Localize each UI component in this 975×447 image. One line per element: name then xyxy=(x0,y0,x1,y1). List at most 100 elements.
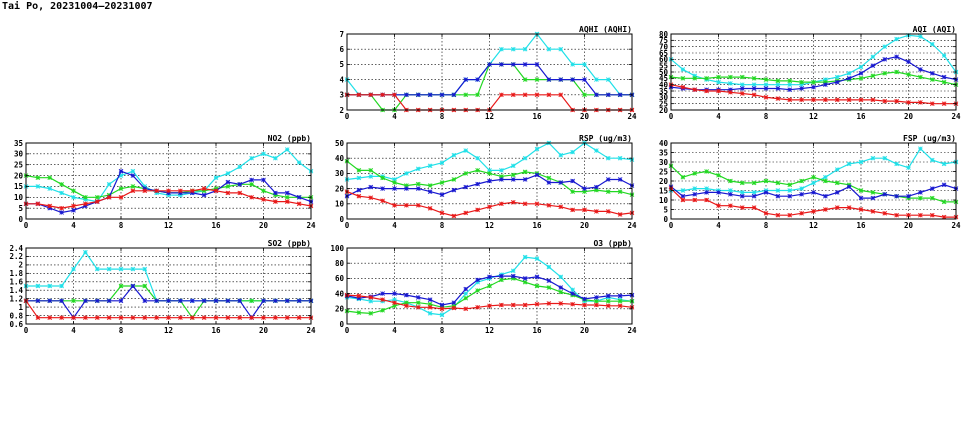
data-point xyxy=(680,84,686,90)
data-point xyxy=(510,273,516,279)
data-point xyxy=(823,207,828,212)
x-tick-label: 24 xyxy=(951,221,961,230)
data-point xyxy=(463,286,469,292)
data-point xyxy=(546,92,552,98)
data-point xyxy=(692,76,698,81)
data-point xyxy=(558,92,564,98)
data-point xyxy=(594,295,599,300)
data-point xyxy=(941,199,947,205)
data-point xyxy=(929,186,935,191)
data-point xyxy=(166,188,171,194)
data-point xyxy=(546,203,552,208)
data-point xyxy=(617,298,623,304)
data-point xyxy=(296,160,302,165)
data-point xyxy=(882,155,888,161)
data-point xyxy=(392,180,397,185)
data-point xyxy=(534,172,540,178)
y-tick-label: 10 xyxy=(14,193,24,202)
data-point xyxy=(415,300,421,306)
data-point xyxy=(763,178,769,184)
data-point xyxy=(858,195,864,201)
data-point xyxy=(83,194,88,200)
grid xyxy=(347,34,632,110)
data-point xyxy=(739,86,745,91)
data-point xyxy=(522,77,528,82)
data-point xyxy=(739,190,745,195)
data-point xyxy=(213,175,219,181)
data-point xyxy=(739,82,745,87)
data-point xyxy=(499,177,504,182)
data-point xyxy=(249,315,254,320)
data-point xyxy=(751,86,757,91)
y-tick-label: 20 xyxy=(335,184,345,193)
data-point xyxy=(823,174,828,180)
data-point xyxy=(499,302,504,308)
data-point xyxy=(463,92,469,98)
data-point xyxy=(728,188,733,193)
data-point xyxy=(380,175,385,181)
series-red xyxy=(344,189,635,219)
data-point xyxy=(356,168,362,173)
data-point xyxy=(834,190,840,195)
chart-svg: AQHI (AQHI) 0 4 8 12 16 20 24 2 3 4 5 6 7 xyxy=(339,25,637,121)
data-point xyxy=(775,212,781,218)
data-point xyxy=(237,298,243,304)
series-blue xyxy=(344,172,635,199)
data-point xyxy=(142,188,148,194)
y-tick-label: 0.6 xyxy=(9,320,23,329)
data-point xyxy=(834,97,840,103)
data-point xyxy=(130,283,136,289)
data-point xyxy=(775,86,781,91)
data-point xyxy=(71,207,76,213)
data-point xyxy=(142,184,148,189)
data-point xyxy=(906,193,911,199)
data-point xyxy=(704,190,709,195)
data-point xyxy=(249,177,254,183)
data-point xyxy=(558,46,564,52)
data-point xyxy=(35,283,41,289)
data-point xyxy=(510,302,516,308)
data-point xyxy=(404,303,409,309)
data-point xyxy=(870,209,876,214)
x-tick-label: 16 xyxy=(532,326,542,335)
data-point xyxy=(368,92,374,98)
data-point xyxy=(71,188,76,194)
data-point xyxy=(846,70,852,76)
data-point xyxy=(811,180,816,186)
x-tick-label: 0 xyxy=(24,326,29,335)
data-point xyxy=(427,206,433,211)
y-tick-label: 0 xyxy=(18,215,23,224)
data-point xyxy=(870,190,876,195)
series-blue xyxy=(344,273,635,308)
y-tick-label: 15 xyxy=(14,182,23,191)
y-tick-label: 20 xyxy=(14,171,24,180)
data-point xyxy=(775,180,781,186)
data-point xyxy=(617,189,623,194)
data-point xyxy=(704,76,709,81)
x-tick-label: 24 xyxy=(627,112,637,121)
data-point xyxy=(35,184,41,189)
x-tick-label: 16 xyxy=(856,112,866,121)
data-point xyxy=(787,212,793,218)
data-point xyxy=(392,303,397,309)
y-tick-label: 3 xyxy=(339,91,344,100)
data-point xyxy=(534,92,540,98)
data-point xyxy=(130,173,136,178)
data-point xyxy=(716,172,721,178)
data-point xyxy=(846,97,852,103)
y-tick-label: 100 xyxy=(330,244,344,253)
data-point xyxy=(941,161,947,167)
data-point xyxy=(728,81,733,86)
data-point xyxy=(680,76,686,81)
data-point xyxy=(142,266,148,272)
data-point xyxy=(570,207,575,213)
data-point xyxy=(510,163,516,169)
data-point xyxy=(415,304,421,310)
data-point xyxy=(594,184,599,190)
data-point xyxy=(605,298,611,304)
data-point xyxy=(846,184,852,190)
data-point xyxy=(130,168,136,174)
data-point xyxy=(439,306,445,312)
data-point xyxy=(368,195,374,201)
data-point xyxy=(380,308,385,313)
